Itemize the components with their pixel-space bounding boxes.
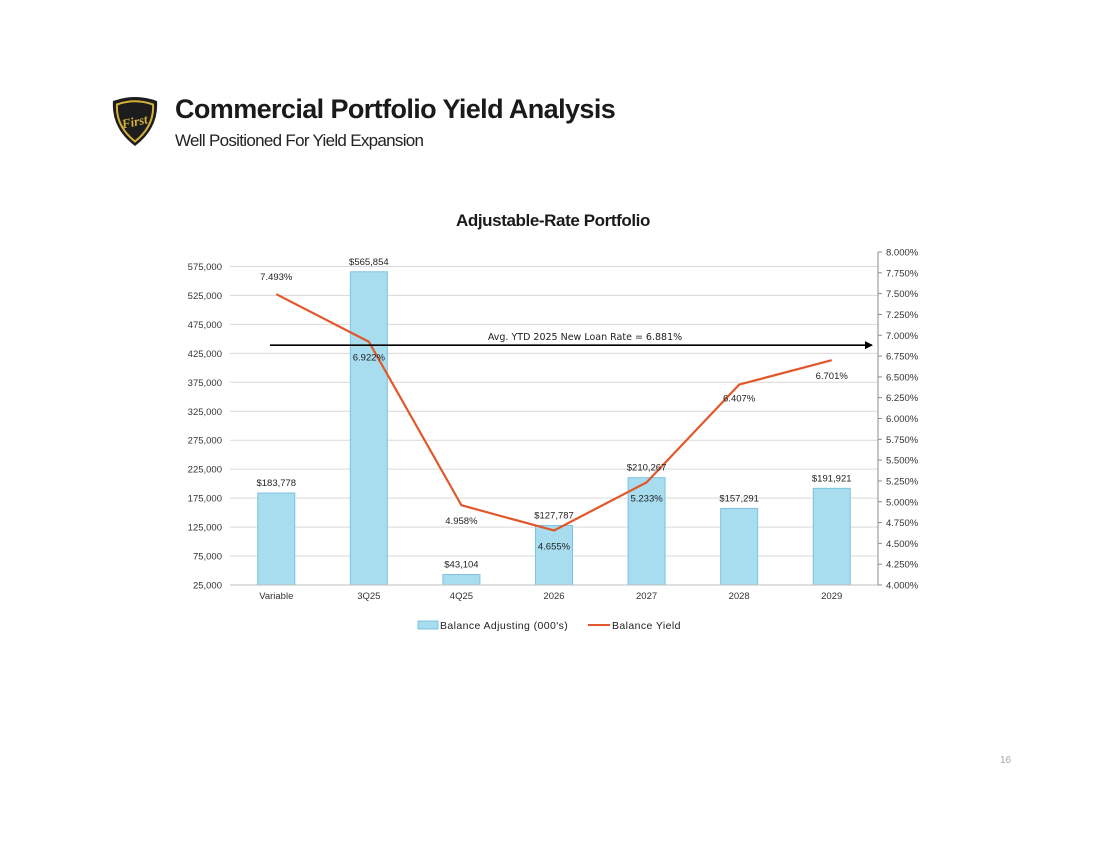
y-left-tick-label: 425,000 bbox=[188, 349, 222, 360]
y-right-tick-label: 5.500% bbox=[886, 456, 919, 467]
y-left-tick-label: 175,000 bbox=[188, 494, 222, 505]
line-data-label: 6.922% bbox=[353, 353, 386, 364]
bar bbox=[257, 492, 296, 586]
x-tick-label: 2027 bbox=[636, 591, 657, 602]
line-series bbox=[275, 293, 832, 532]
legend: Balance Adjusting (000's) Balance Yield bbox=[417, 620, 681, 632]
y-right-tick-label: 4.500% bbox=[886, 539, 919, 550]
line-data-label: 4.655% bbox=[538, 541, 571, 552]
y-left-tick-label: 375,000 bbox=[188, 378, 222, 389]
page-number: 16 bbox=[1000, 755, 1012, 766]
bar-data-label: $183,778 bbox=[256, 478, 296, 489]
bar bbox=[349, 271, 388, 586]
y-right-tick-label: 6.750% bbox=[886, 352, 919, 363]
y-right-tick-label: 6.500% bbox=[886, 372, 919, 383]
logo: First bbox=[110, 96, 160, 148]
x-tick-label: 3Q25 bbox=[357, 591, 380, 602]
gridlines bbox=[230, 265, 878, 557]
y-right-tick-label: 7.500% bbox=[886, 289, 919, 300]
chart-title: Adjustable-Rate Portfolio bbox=[456, 211, 650, 230]
data-labels: $183,778 $565,854 $43,104 $127,787 $210,267 $… bbox=[256, 257, 851, 571]
legend-bar-swatch bbox=[417, 620, 439, 630]
bar bbox=[627, 477, 666, 586]
y-right-tick-label: 4.250% bbox=[886, 560, 919, 571]
y-left-tick-label: 325,000 bbox=[188, 407, 222, 418]
line-data-label: 4.958% bbox=[445, 516, 478, 527]
line-data-label: 5.233% bbox=[630, 493, 663, 504]
y-right-tick-label: 5.750% bbox=[886, 435, 919, 446]
y-left-tick-label: 575,000 bbox=[188, 262, 222, 273]
x-tick-label: 2028 bbox=[729, 591, 750, 602]
bar bbox=[442, 574, 481, 586]
bar-data-label: $127,787 bbox=[534, 510, 574, 521]
bar-data-label: $191,921 bbox=[812, 473, 852, 484]
bar bbox=[720, 507, 759, 586]
bar-data-label: $210,267 bbox=[627, 463, 667, 474]
y-right-tick-label: 7.000% bbox=[886, 331, 919, 342]
reference-line: Avg. YTD 2025 New Loan Rate = 6.881% bbox=[270, 332, 873, 350]
y-right-tick-label: 7.750% bbox=[886, 268, 919, 279]
legend-bar-label: Balance Adjusting (000's) bbox=[440, 620, 568, 632]
y-right-tick-label: 6.250% bbox=[886, 393, 919, 404]
bar-data-label: $43,104 bbox=[444, 560, 478, 571]
legend-line-label: Balance Yield bbox=[612, 620, 681, 632]
y-left-tick-label: 275,000 bbox=[188, 436, 222, 447]
x-tick-label: 2026 bbox=[543, 591, 564, 602]
bar-data-label: $565,854 bbox=[349, 257, 389, 268]
y-right-tick-label: 5.000% bbox=[886, 497, 919, 508]
y-left-tick-label: 75,000 bbox=[193, 552, 222, 563]
y-right-tick-label: 5.250% bbox=[886, 476, 919, 487]
svg-text:First: First bbox=[119, 111, 149, 131]
line-data-label: 6.701% bbox=[816, 371, 849, 382]
y-right-tick-label: 6.000% bbox=[886, 414, 919, 425]
y-right-tick-label: 4.000% bbox=[886, 581, 919, 592]
y-left-tick-label: 125,000 bbox=[188, 523, 222, 534]
x-tick-label: 4Q25 bbox=[450, 591, 473, 602]
x-tick-label: Variable bbox=[259, 591, 293, 602]
y-right-tick-label: 4.750% bbox=[886, 518, 919, 529]
bar-series bbox=[257, 271, 851, 586]
bar-data-label: $157,291 bbox=[719, 493, 759, 504]
page-subtitle: Well Positioned For Yield Expansion bbox=[175, 131, 424, 150]
axes: 25,000 75,000 125,000 175,000 225,000 275,000… bbox=[188, 248, 919, 603]
x-tick-label: 2029 bbox=[821, 591, 842, 602]
y-left-tick-label: 475,000 bbox=[188, 320, 222, 331]
reference-line-label: Avg. YTD 2025 New Loan Rate = 6.881% bbox=[488, 332, 682, 343]
line-data-label: 7.493% bbox=[260, 272, 293, 283]
line-data-label: 6.407% bbox=[723, 394, 756, 405]
page-title: Commercial Portfolio Yield Analysis bbox=[175, 94, 616, 124]
y-left-tick-label: 525,000 bbox=[188, 291, 222, 302]
y-right-tick-label: 7.250% bbox=[886, 310, 919, 321]
y-left-tick-label: 225,000 bbox=[188, 465, 222, 476]
balance-yield-line bbox=[275, 293, 832, 532]
bar bbox=[535, 524, 573, 586]
shield-logo-icon: First bbox=[112, 97, 158, 146]
bar bbox=[812, 487, 851, 586]
y-right-tick-label: 8.000% bbox=[886, 248, 919, 259]
y-left-tick-label: 25,000 bbox=[193, 581, 222, 592]
